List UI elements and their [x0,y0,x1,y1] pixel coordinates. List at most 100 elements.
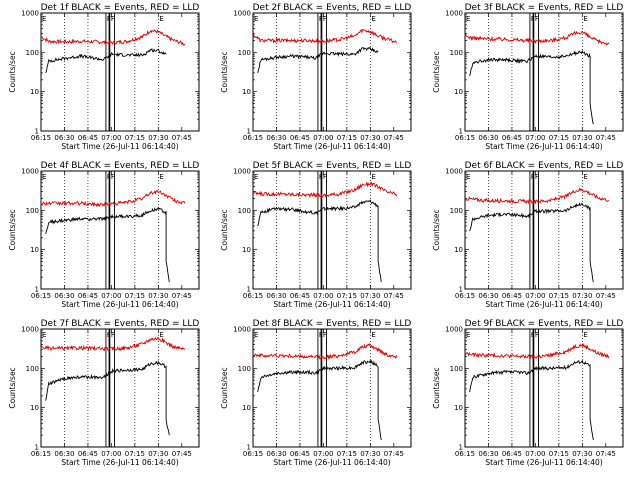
x-tick-label: 06:45 [290,292,310,300]
x-tick-label: 07:45 [172,134,192,142]
marker-label-e: E [371,331,375,339]
interval-box [321,12,327,132]
panel-title: Det 8f BLACK = Events, RED = LLD [253,319,412,329]
marker-label-e: E [159,331,163,339]
x-tick-label: 07:15 [549,134,569,142]
y-axis-label: Counts/sec [432,367,441,408]
y-axis-label: Counts/sec [432,209,441,250]
lld-series-line [252,28,397,44]
interval-box [317,328,322,448]
marker-label-e: E [583,15,587,23]
y-tick-label: 100 [26,207,39,215]
interval-box [105,170,110,290]
x-tick-label: 07:15 [337,134,357,142]
plot-frame [464,328,624,448]
marker-label-e: E [254,15,258,23]
panel-det-5: Det 5f BLACK = Events, RED = LLD F F E E 1 10 1… [220,161,412,309]
y-tick-label: 10 [242,88,251,96]
x-tick-label: 07:00 [525,292,545,300]
x-tick-label: 06:30 [478,450,498,458]
x-tick-label: 06:15 [31,292,51,300]
events-series-line [469,202,594,283]
panel-title: Det 7f BLACK = Events, RED = LLD [41,319,200,329]
y-tick-label: 10 [454,88,463,96]
panel-title: Det 6f BLACK = Events, RED = LLD [465,161,624,171]
x-tick-label: 06:15 [31,450,51,458]
y-tick-label: 100 [450,207,463,215]
plot-frame [252,12,412,132]
lld-series-line [464,342,610,360]
y-tick-label: 10 [454,404,463,412]
x-tick-label: 07:15 [125,450,145,458]
panel-title: Det 5f BLACK = Events, RED = LLD [253,161,412,171]
x-tick-label: 07:00 [101,292,121,300]
interval-label-f: F [319,331,323,339]
x-tick-label: 07:45 [596,450,616,458]
marker-label-e: E [466,173,470,181]
x-tick-label: 07:45 [384,134,404,142]
x-tick-label: 06:45 [290,450,310,458]
y-tick-label: 10 [30,246,39,254]
lld-series-line [252,342,398,360]
interval-box [321,328,327,448]
interval-label-f: F [531,331,535,339]
y-axis-label: Counts/sec [8,209,17,250]
x-tick-label: 07:15 [549,450,569,458]
y-tick-label: 10 [454,246,463,254]
marker-label-e: E [466,331,470,339]
y-axis-label: Counts/sec [220,367,229,408]
y-axis-label: Counts/sec [220,51,229,92]
x-tick-label: 06:45 [78,292,98,300]
x-tick-label: 06:15 [243,292,263,300]
panel-title: Det 2f BLACK = Events, RED = LLD [253,3,412,13]
x-tick-label: 06:15 [455,134,475,142]
x-tick-label: 07:30 [572,134,592,142]
y-axis-label: Counts/sec [432,51,441,92]
x-tick-label: 07:30 [148,450,168,458]
x-tick-label: 06:45 [78,450,98,458]
marker-label-e: E [42,15,46,23]
y-tick-label: 1000 [233,168,251,176]
events-series-line [45,360,170,436]
x-tick-label: 07:30 [148,292,168,300]
plot-frame [252,170,412,290]
interval-label-f: F [531,15,535,23]
interval-label-f: F [111,173,115,181]
y-tick-label: 1000 [233,10,251,18]
x-tick-label: 07:30 [360,450,380,458]
x-tick-label: 07:45 [596,292,616,300]
interval-label-f: F [319,173,323,181]
lld-series-line [40,189,186,208]
x-tick-label: 07:30 [572,450,592,458]
marker-label-e: E [466,15,470,23]
interval-box [529,170,534,290]
interval-box [109,328,115,448]
panel-det-4: Det 4f BLACK = Events, RED = LLD F F E E 1 10 1… [8,161,200,309]
x-axis-label: Start Time (26-Jul-11 06:14:40) [485,142,602,151]
y-tick-label: 1 [35,286,39,294]
interval-label-f: F [111,15,115,23]
marker-label-e: E [159,15,163,23]
x-tick-label: 06:45 [502,292,522,300]
panel-det-3: Det 3f BLACK = Events, RED = LLD F F E E 1 10 1… [432,3,624,151]
y-tick-label: 10 [30,404,39,412]
x-tick-label: 07:30 [148,134,168,142]
x-tick-label: 06:45 [290,134,310,142]
y-tick-label: 100 [26,49,39,57]
x-tick-label: 07:15 [337,292,357,300]
marker-label-e: E [254,331,258,339]
x-tick-label: 06:30 [54,450,74,458]
x-tick-label: 06:15 [243,450,263,458]
y-tick-label: 10 [30,88,39,96]
events-series-line [45,47,167,74]
interval-label-f: F [323,173,327,181]
events-series-line [257,359,382,441]
y-tick-label: 100 [450,49,463,57]
y-tick-label: 1 [459,444,463,452]
marker-label-e: E [42,331,46,339]
interval-label-f: F [323,15,327,23]
interval-label-f: F [535,173,539,181]
interval-label-f: F [107,331,111,339]
x-tick-label: 07:45 [384,292,404,300]
